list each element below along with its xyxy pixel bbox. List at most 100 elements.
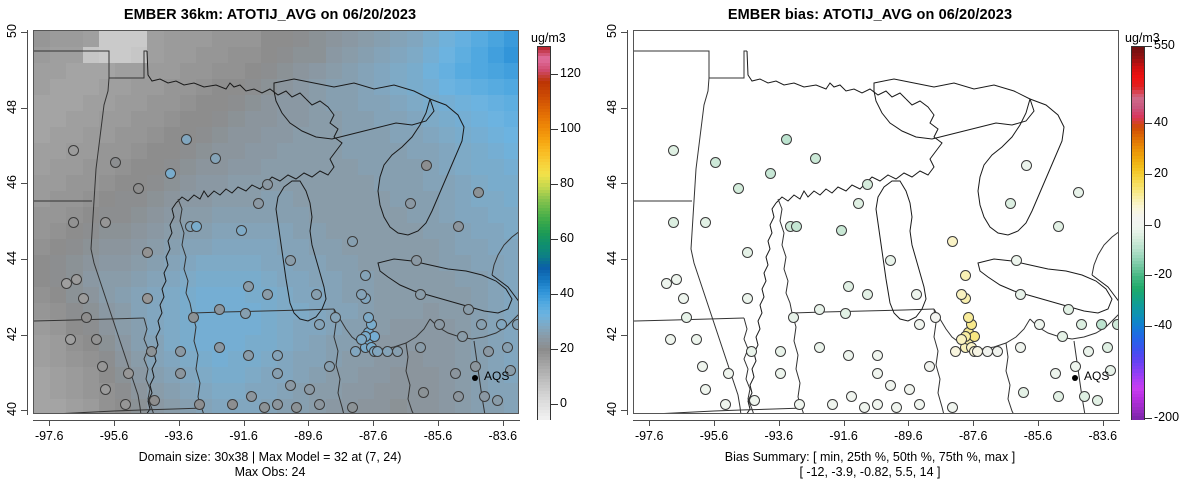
raster-cell [179,175,197,192]
site-marker [97,360,108,372]
aqs-legend-label-bias: AQS [1084,369,1110,383]
raster-cell [309,351,327,368]
x-tick-label: -83.6 [1088,429,1118,443]
raster-cell [66,95,84,112]
colorbar-segment [538,59,550,64]
raster-cell [66,319,84,336]
raster-cell [196,239,213,256]
site-marker [885,379,896,391]
site-marker [226,398,238,410]
raster-cell [212,351,229,368]
raster-cell [98,399,116,413]
y-tick [21,258,27,260]
raster-cell [374,223,391,240]
raster-cell [212,31,229,48]
raster-cell [228,127,246,144]
colorbar-segment [1132,74,1144,79]
colorbar-segment [1132,62,1144,67]
site-marker [1056,330,1068,342]
colorbar-segment [538,233,550,238]
colorbar-segment [538,214,550,219]
colorbar-segment [538,47,550,52]
site-marker [680,311,692,323]
raster-cell [487,143,505,160]
raster-cell [325,111,343,128]
site-marker [904,383,916,395]
site-marker [132,183,144,194]
x-tick [114,420,115,426]
raster-cell [147,95,165,112]
raster-cell [309,47,327,64]
raster-cell [422,79,440,96]
raster-cell [260,31,278,48]
colorbar-tick [1145,174,1152,175]
site-marker [1021,160,1032,172]
raster-cell [131,319,148,336]
site-marker [421,160,432,172]
raster-cell [439,287,456,304]
raster-cell [212,239,229,256]
raster-cell [309,367,327,384]
raster-cell [455,127,472,144]
colorbar-tick-label: -40 [1154,317,1173,332]
raster-cell [325,399,343,413]
colorbar-segment [1132,260,1144,265]
raster-cell [406,79,424,96]
raster-cell [325,63,343,80]
raster-cell [406,303,424,320]
raster-cell [358,159,375,176]
site-marker [1111,319,1118,331]
raster-cell [131,207,148,224]
colorbar-segment [1132,149,1144,154]
x-axis-line-bias [633,420,1120,421]
colorbar-segment [1132,310,1144,315]
raster-cell [179,79,197,96]
colorbar-segment [1132,220,1144,225]
colorbar-segment [1132,84,1144,89]
colorbar-segment [1132,375,1144,380]
colorbar-segment [1132,236,1144,241]
raster-cell [293,47,310,64]
site-marker [836,224,848,236]
raster-cell [196,111,213,128]
raster-cell [147,111,165,128]
colorbar-segment [538,406,550,411]
raster-cell [98,271,116,288]
colorbar-segment [1132,133,1144,138]
site-marker [492,394,504,406]
colorbar-segment [538,273,550,278]
raster-cell [503,47,518,64]
colorbar-segment [538,127,550,132]
raster-cell [309,31,327,48]
raster-cell [471,95,489,112]
colorbar-segment [538,84,550,89]
raster-cell [34,255,51,272]
raster-cell [293,175,310,192]
colorbar-segment [538,118,550,123]
raster-cell [503,399,518,413]
raster-cell [471,79,489,96]
raster-cell [390,271,408,288]
raster-cell [34,303,51,320]
colorbar-tick-label: 100 [560,120,581,135]
colorbar-segment [538,344,550,349]
colorbar-segment [538,242,550,247]
raster-cell [455,143,472,160]
site-marker [791,220,802,232]
raster-cell [115,287,132,304]
y-tick [621,410,627,412]
colorbar-tick [1145,123,1152,125]
site-marker [910,288,922,300]
y-tick-label: 48 [5,99,19,114]
colorbar-segment [538,301,550,306]
raster-cell [503,143,518,160]
raster-cell [147,191,165,208]
x-tick [1102,420,1104,426]
colorbar-segment [538,415,550,420]
raster-cell [309,335,327,352]
raster-cell [34,31,51,48]
raster-cell [341,175,359,192]
site-marker [1014,288,1026,300]
colorbar-segment [1132,381,1144,386]
site-marker [119,398,131,410]
